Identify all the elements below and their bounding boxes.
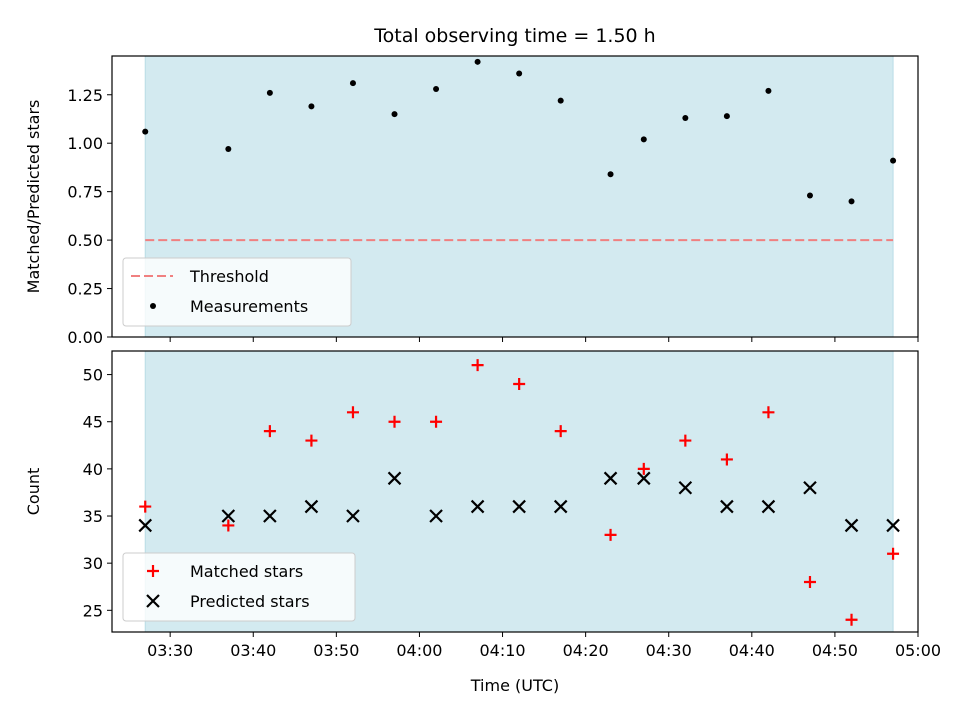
data-point	[266, 89, 273, 96]
y-tick-label: 0.50	[67, 231, 103, 250]
data-point	[607, 171, 614, 178]
data-point	[222, 519, 235, 532]
chart-panel-1: 0.00 0.25 0.50 0.75 1.00 1.25 Total observing …	[24, 25, 919, 347]
legend-label: Matched stars	[190, 562, 303, 581]
data-point	[803, 480, 817, 495]
data-point	[554, 425, 567, 438]
y-tick-label: 40	[83, 460, 103, 479]
data-point	[557, 97, 564, 104]
data-point	[263, 425, 276, 438]
data-point	[474, 58, 481, 65]
y-tick-label: 25	[83, 601, 103, 620]
data-point	[761, 499, 776, 514]
data-point	[720, 499, 734, 514]
data-point	[637, 471, 651, 486]
data-point	[887, 547, 900, 560]
data-point	[845, 613, 858, 626]
y-tick-label: 35	[83, 507, 103, 526]
data-point	[603, 471, 618, 486]
data-point	[762, 406, 775, 419]
x-tick-label: 04:40	[729, 641, 775, 660]
data-point	[803, 576, 816, 589]
x-tick-label: 03:30	[147, 641, 193, 660]
data-point	[765, 87, 772, 94]
data-point	[720, 453, 733, 466]
data-point	[637, 462, 650, 475]
data-point	[844, 518, 859, 533]
x-tick-label: 04:50	[812, 641, 858, 660]
data-point	[304, 499, 319, 514]
data-point	[387, 471, 402, 486]
legend-plus-swatch	[147, 565, 159, 577]
legend-label: Threshold	[189, 267, 269, 286]
legend-box	[122, 552, 356, 622]
x-tick-label: 04:00	[396, 641, 442, 660]
data-point	[890, 157, 897, 164]
data-point	[516, 70, 523, 77]
data-point	[470, 499, 485, 514]
data-point	[512, 499, 526, 514]
legend-label: Predicted stars	[190, 592, 310, 611]
data-point	[139, 500, 152, 513]
x-tick-label: 03:50	[313, 641, 359, 660]
x-tick-label: 04:30	[646, 641, 692, 660]
y-axis-label: Matched/Predicted stars	[24, 100, 43, 294]
data-point	[388, 415, 401, 428]
y-tick-label: 0.00	[67, 328, 103, 347]
legend: Threshold Measurements	[122, 257, 352, 327]
data-point	[604, 528, 617, 541]
data-point	[429, 509, 443, 523]
data-point	[513, 378, 526, 391]
series-matched-stars	[139, 359, 900, 626]
x-tick-label: 04:10	[479, 641, 525, 660]
legend-dot-swatch	[150, 303, 156, 309]
series-measurements	[142, 58, 897, 205]
y-tick-label: 45	[83, 413, 103, 432]
data-point	[553, 499, 568, 514]
legend-box	[122, 257, 352, 327]
series-predicted-stars	[138, 471, 900, 533]
data-point	[682, 115, 689, 122]
data-point	[886, 518, 900, 533]
legend-label: Measurements	[190, 297, 308, 316]
y-tick-label: 50	[83, 366, 103, 385]
data-point	[263, 509, 277, 523]
data-point	[640, 136, 647, 143]
y-tick-label: 30	[83, 554, 103, 573]
x-tick-label: 05:00	[895, 641, 941, 660]
data-point	[678, 480, 693, 495]
legend-x-swatch	[146, 594, 160, 608]
data-point	[305, 434, 318, 447]
data-point	[806, 192, 813, 199]
legend: Matched stars Predicted stars	[122, 552, 356, 622]
y-tick-label: 0.75	[67, 183, 103, 202]
x-tick-label: 03:40	[230, 641, 276, 660]
data-point	[723, 113, 730, 120]
x-tick-label: 04:20	[563, 641, 609, 660]
chart-panel-2: 03:30 03:40 03:50 04:00 04:10 04:20 04:30 04:40…	[24, 350, 941, 695]
y-tick-label: 1.00	[67, 134, 103, 153]
y-tick-label: 0.25	[67, 280, 103, 299]
data-point	[346, 509, 360, 523]
y-axis-label: Count	[24, 468, 43, 516]
data-point	[225, 146, 232, 153]
data-point	[430, 415, 443, 428]
axes-frame	[111, 350, 919, 633]
chart-title: Total observing time = 1.50 h	[373, 25, 655, 47]
axes-frame	[111, 55, 919, 338]
data-point	[349, 80, 356, 87]
data-point	[848, 198, 855, 205]
data-point	[346, 406, 359, 419]
data-point	[391, 111, 398, 118]
data-point	[433, 85, 440, 92]
y-tick-label: 1.25	[67, 86, 103, 105]
data-point	[142, 128, 149, 135]
x-axis-label: Time (UTC)	[470, 676, 559, 695]
data-point	[221, 509, 236, 523]
data-point	[308, 103, 315, 110]
data-point	[138, 518, 153, 533]
data-point	[679, 434, 692, 447]
data-point	[471, 359, 484, 372]
